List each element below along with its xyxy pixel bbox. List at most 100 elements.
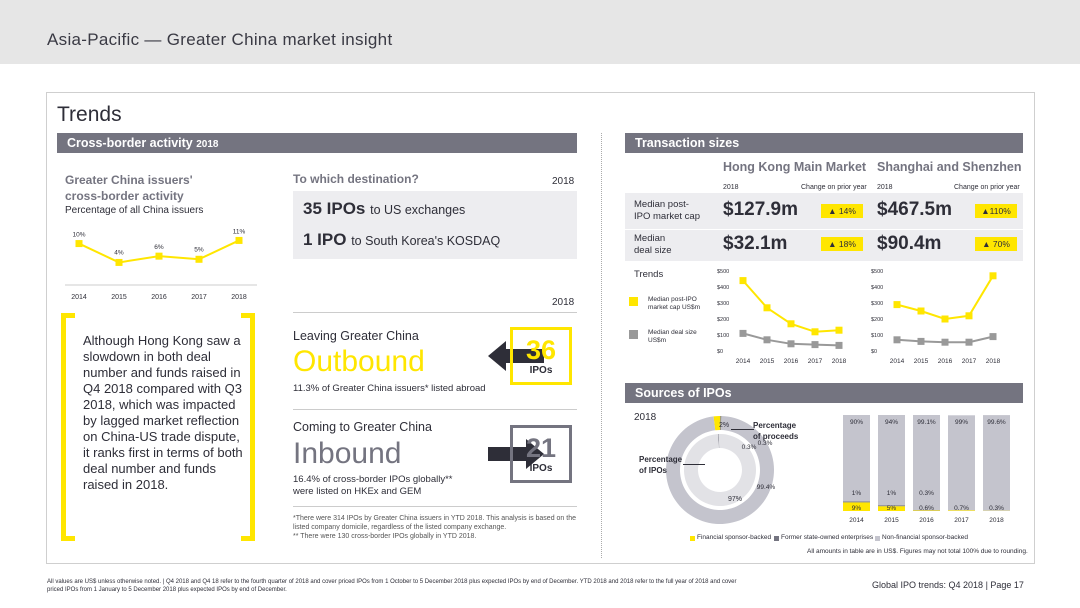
trends-panel: Trends Cross-border activity 2018 Greate…	[46, 92, 1035, 564]
src-legend-state: Former state-owned enterprises	[781, 534, 874, 541]
donut-label: 99.4%	[757, 484, 776, 491]
crossborder-bar: Cross-border activity 2018	[57, 133, 577, 153]
src-legend-financial-swatch	[690, 536, 695, 541]
cb-x-tick-label: 2016	[151, 294, 167, 301]
ss-trend-point	[917, 337, 925, 345]
cb-value-label: 6%	[154, 244, 164, 251]
flow-year: 2018	[552, 297, 575, 308]
transaction-bar: Transaction sizes	[625, 133, 1023, 153]
ss-trend-point	[965, 312, 973, 320]
stacked-x-tick-label: 2016	[919, 517, 934, 524]
pct-proceeds-label-2: of proceeds	[753, 432, 799, 441]
leaving-label: Leaving Greater China	[293, 329, 419, 343]
donut-label: 97%	[728, 496, 742, 503]
donut-label: 2%	[719, 422, 729, 429]
ss-trend-point	[917, 307, 925, 315]
ss-trends-chart: $0 $100 $200 $300 $400 $500 2014 2015 2016 2017 20…	[871, 269, 1001, 365]
crossborder-graph-title-2: cross-border activity	[65, 189, 184, 203]
cb-x-tick-label: 2014	[71, 294, 87, 301]
tx-legend-mcap-swatch	[629, 297, 638, 306]
stacked-bar-segment	[878, 505, 905, 507]
hk-trend-point	[739, 329, 747, 337]
bottom-note-1: All values are US$ unless otherwise note…	[47, 579, 737, 585]
tx-ss-deal-change: ▲ 70%	[975, 237, 1017, 251]
column-divider	[601, 133, 602, 558]
tx-deal-label-2: deal size	[634, 245, 672, 256]
arrow-right-icon	[488, 439, 544, 469]
quote-text: Although Hong Kong saw a slowdown in bot…	[83, 333, 243, 492]
ss-trend-x-tick-label: 2015	[914, 358, 929, 365]
hk-trend-y-tick-label: $0	[717, 349, 723, 355]
tx-ss-year: 2018	[877, 184, 893, 191]
ss-trend-point	[965, 338, 973, 346]
ss-trend-y-tick-label: $200	[871, 317, 883, 323]
destination-year: 2018	[552, 176, 575, 187]
page-footer: Global IPO trends: Q4 2018 | Page 17	[872, 580, 1024, 590]
donut-outer-slice	[713, 416, 721, 431]
crossborder-line-chart: 10% 2014 4% 2015 6% 2016 5% 2017 11% 2018	[65, 228, 257, 301]
hk-trend-point	[787, 340, 795, 348]
hk-trend-y-tick-label: $100	[717, 333, 729, 339]
donut-label: 0.3%	[742, 444, 757, 451]
stacked-bar-segment	[948, 510, 975, 511]
hk-trend-y-tick-label: $400	[717, 285, 729, 291]
src-legend-nonfinancial-swatch	[875, 536, 880, 541]
stacked-bar-label: 99.6%	[987, 419, 1006, 426]
outbound-sub: 11.3% of Greater China issuers* listed a…	[293, 383, 486, 394]
cb-x-tick-label: 2017	[191, 294, 207, 301]
hk-trend-x-tick-label: 2016	[784, 358, 799, 365]
tx-trends-label: Trends	[634, 269, 664, 280]
cb-value-label: 5%	[194, 246, 204, 253]
ss-trend-y-tick-label: $100	[871, 333, 883, 339]
stacked-bar-segment	[983, 415, 1010, 511]
stacked-bar-label: 5%	[887, 505, 897, 512]
tx-col-hk: Hong Kong Main Market	[723, 160, 867, 174]
ss-trend-x-tick-label: 2018	[986, 358, 1001, 365]
cb-point	[75, 240, 83, 248]
sources-bar-title: Sources of IPOs	[635, 386, 732, 400]
cb-value-label: 10%	[72, 232, 85, 239]
bottom-note-2: priced IPOs from 1 January to 5 December…	[47, 587, 287, 593]
ss-trend-x-tick-label: 2016	[938, 358, 953, 365]
ss-trend-point	[989, 333, 997, 341]
tx-legend-mcap-2: market cap US$m	[648, 304, 701, 311]
crossborder-bar-year: 2018	[196, 139, 219, 150]
hk-trend-point	[739, 277, 747, 285]
destination-korea-count: 1 IPO	[303, 230, 347, 249]
inbound-count-box: 21 IPOs	[510, 425, 572, 483]
outbound-count: 36	[525, 335, 557, 365]
header-band: Asia-Pacific — Greater China market insi…	[0, 0, 1080, 64]
stacked-bar-segment	[843, 415, 870, 502]
ss-trend-series-line	[896, 275, 994, 321]
src-legend-financial: Financial sponsor-backed	[697, 534, 772, 541]
destination-question: To which destination?	[293, 172, 419, 186]
tx-mcap-label-2: IPO market cap	[634, 211, 700, 222]
tx-hk-mcap: $127.9m	[723, 199, 799, 220]
stacked-bar-label: 99.1%	[917, 419, 936, 426]
stacked-bar-label: 1%	[887, 490, 897, 497]
tx-legend-mcap-1: Median post-IPO	[648, 296, 697, 303]
hk-trend-point	[835, 326, 843, 334]
transaction-bar-title: Transaction sizes	[635, 136, 740, 150]
tx-hk-year: 2018	[723, 184, 739, 191]
ss-trend-y-tick-label: $400	[871, 285, 883, 291]
stacked-bar-segment	[878, 415, 905, 506]
hk-trend-point	[787, 320, 795, 328]
arrow-left-icon	[488, 341, 544, 371]
stacked-x-tick-label: 2015	[884, 517, 899, 524]
coming-label: Coming to Greater China	[293, 420, 432, 434]
tx-ss-deal: $90.4m	[877, 233, 942, 254]
sources-year: 2018	[634, 412, 657, 423]
ss-trend-y-tick-label: $500	[871, 269, 883, 275]
hk-trend-y-tick-label: $500	[717, 269, 729, 275]
hk-trend-x-tick-label: 2014	[736, 358, 751, 365]
donut-inner-slice	[684, 434, 757, 506]
proceeds-leader-line	[731, 429, 754, 430]
hk-trend-y-tick-label: $300	[717, 301, 729, 307]
src-legend-nonfinancial: Non-financial sponsor-backed	[882, 534, 968, 541]
stacked-bar-label: 9%	[852, 505, 862, 512]
stacked-x-tick-label: 2018	[989, 517, 1004, 524]
hk-trend-x-tick-label: 2017	[808, 358, 823, 365]
cb-point	[195, 255, 203, 263]
cb-point	[115, 258, 123, 266]
